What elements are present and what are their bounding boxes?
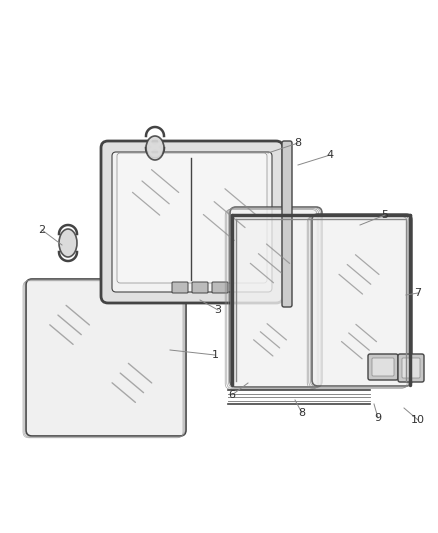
- FancyBboxPatch shape: [282, 141, 292, 307]
- FancyBboxPatch shape: [212, 282, 228, 293]
- FancyBboxPatch shape: [117, 153, 267, 283]
- Text: 10: 10: [411, 415, 425, 425]
- FancyBboxPatch shape: [230, 207, 322, 387]
- Text: 4: 4: [326, 150, 334, 160]
- Text: 6: 6: [229, 390, 236, 400]
- Text: 8: 8: [294, 138, 301, 148]
- FancyBboxPatch shape: [192, 282, 208, 293]
- Text: 1: 1: [212, 350, 219, 360]
- Text: 2: 2: [39, 225, 46, 235]
- Text: 5: 5: [381, 210, 389, 220]
- FancyBboxPatch shape: [372, 358, 394, 376]
- FancyBboxPatch shape: [398, 354, 424, 382]
- FancyBboxPatch shape: [172, 282, 188, 293]
- Text: 9: 9: [374, 413, 381, 423]
- FancyBboxPatch shape: [312, 214, 412, 386]
- FancyBboxPatch shape: [402, 358, 420, 378]
- Text: 3: 3: [215, 305, 222, 315]
- Text: 8: 8: [298, 408, 306, 418]
- Text: 7: 7: [414, 288, 421, 298]
- FancyBboxPatch shape: [101, 141, 283, 303]
- FancyBboxPatch shape: [368, 354, 398, 380]
- FancyBboxPatch shape: [112, 152, 272, 292]
- FancyBboxPatch shape: [26, 279, 186, 436]
- Ellipse shape: [146, 136, 164, 160]
- Ellipse shape: [59, 229, 77, 257]
